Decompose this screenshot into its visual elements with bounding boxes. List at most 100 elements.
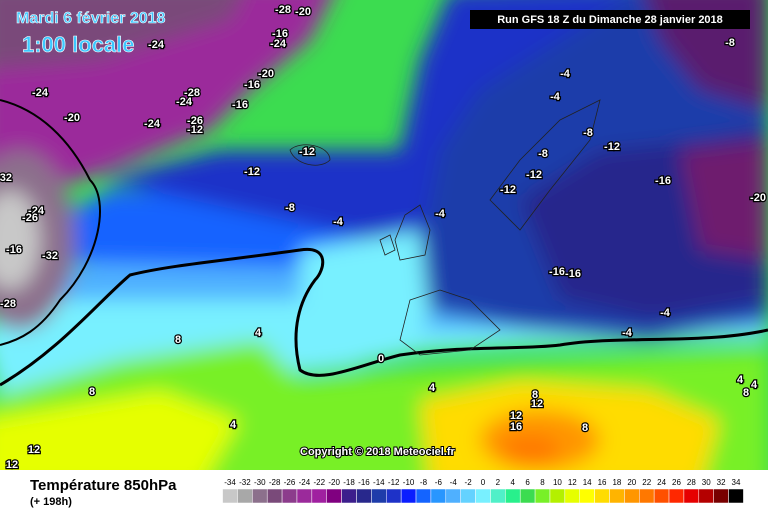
- colorbar-tick-label: -12: [388, 478, 400, 487]
- colorbar-tick-label: 4: [511, 478, 516, 487]
- colorbar-swatch: [266, 488, 283, 504]
- contour-label: -16: [549, 266, 565, 278]
- contour-label: -4: [550, 91, 561, 103]
- contour-label: -28: [0, 298, 16, 310]
- colorbar-swatch: [624, 488, 640, 504]
- contour-label: 4: [737, 374, 744, 386]
- colorbar-tick-label: -30: [254, 478, 266, 487]
- run-info: Run GFS 18 Z du Dimanche 28 janvier 2018: [497, 14, 723, 26]
- contour-label: -28: [184, 87, 200, 99]
- coastlines: [289, 99, 601, 356]
- contour-label: -20: [295, 6, 311, 18]
- contour-label: -4: [560, 68, 571, 80]
- colorbar-tick-label: -22: [314, 478, 326, 487]
- colorbar-tick-label: 26: [672, 478, 681, 487]
- contour-label: 8: [582, 422, 588, 434]
- contour-label: 4: [751, 379, 758, 391]
- contour-label: -8: [583, 127, 593, 139]
- colorbar-swatch: [222, 488, 238, 504]
- colorbar-tick-label: -34: [224, 478, 236, 487]
- colorbar-tick-label: 14: [583, 478, 592, 487]
- colorbar-tick-label: 20: [627, 478, 636, 487]
- contour-label: -32: [0, 172, 12, 184]
- colorbar-swatch: [534, 488, 551, 504]
- contour-label: -16: [272, 28, 288, 40]
- colorbar-swatch: [579, 488, 595, 504]
- contour-label: -12: [299, 146, 315, 158]
- contour-label: -24: [176, 96, 193, 108]
- colorbar-swatch: [252, 488, 268, 504]
- colorbar-swatch: [326, 488, 342, 504]
- colorbar-tick-label: -16: [358, 478, 370, 487]
- colorbar-tick-label: -18: [343, 478, 355, 487]
- colorbar-swatch: [386, 488, 402, 504]
- contour-label: 12: [510, 410, 522, 422]
- colorbar-tick-label: -6: [435, 478, 443, 487]
- colorbar-tick-label: -14: [373, 478, 385, 487]
- colorbar-swatch: [356, 488, 372, 504]
- contour-label: -20: [64, 112, 80, 124]
- colorbar-swatch: [549, 488, 566, 504]
- colorbar-tick-label: 18: [612, 478, 621, 487]
- colorbar-tick-label: -28: [269, 478, 281, 487]
- contour-label: -24: [32, 87, 49, 99]
- contour-label: 4: [429, 382, 436, 394]
- colorbar-tick-label: 22: [642, 478, 651, 487]
- colorbar-swatch: [698, 488, 714, 504]
- colorbar-swatch: [415, 488, 432, 504]
- contour-label: -4: [660, 307, 671, 319]
- zero-contour: [0, 247, 768, 387]
- colorbar-tick-label: 8: [540, 478, 545, 487]
- colorbar-tick-label: 2: [496, 478, 501, 487]
- colorbar-swatch: [237, 488, 253, 504]
- colorbar-tick-label: -4: [450, 478, 458, 487]
- contour-label: -28: [275, 4, 291, 16]
- colorbar-swatch: [490, 488, 506, 504]
- contour-label: 8: [532, 389, 538, 401]
- colorbar-tick-label: -20: [328, 478, 340, 487]
- colorbar-tick-label: 34: [732, 478, 741, 487]
- colorbar-swatch: [281, 488, 298, 504]
- colorbar-swatch: [400, 488, 417, 504]
- contour-label: -4: [435, 208, 446, 220]
- contour: [0, 99, 101, 346]
- colorbar-swatch: [683, 488, 700, 504]
- colorbar-swatch: [341, 488, 357, 504]
- contour-label: -12: [526, 169, 542, 181]
- contour-label: -16: [232, 99, 248, 111]
- colorbar-swatch: [728, 488, 744, 504]
- contour-label: -32: [42, 250, 58, 262]
- colorbar-tick-label: -32: [239, 478, 251, 487]
- colorbar-tick-label: 16: [598, 478, 607, 487]
- colorbar-tick-label: 32: [717, 478, 726, 487]
- contour-label: -20: [258, 68, 274, 80]
- colorbar-swatch: [505, 488, 521, 504]
- map-field: [0, 0, 768, 470]
- local-time: 1:00 locale: [22, 32, 135, 57]
- colorbar-swatch: [564, 488, 580, 504]
- colorbar-swatch: [371, 488, 387, 504]
- contour-label: 8: [175, 334, 181, 346]
- contour-label: 0: [378, 353, 384, 365]
- colorbar-swatch: [519, 488, 536, 504]
- contour-label: -8: [285, 202, 295, 214]
- contour-label: 4: [230, 419, 237, 431]
- contour-label: 12: [6, 459, 18, 471]
- colorbar-swatch: [609, 488, 625, 504]
- colorbar-tick-label: 24: [657, 478, 666, 487]
- colorbar-swatch: [430, 488, 447, 504]
- contour-label: -12: [187, 124, 203, 136]
- colorbar-swatch: [594, 488, 610, 504]
- map-date: Mardi 6 février 2018: [16, 10, 166, 27]
- colorbar-tick-label: 28: [687, 478, 696, 487]
- colorbar-swatch: [460, 488, 476, 504]
- contour-label: 12: [531, 398, 543, 410]
- contour-label: 8: [89, 386, 95, 398]
- contour-label: -8: [725, 37, 735, 49]
- colorbar-tick-label: -26: [284, 478, 296, 487]
- contour-labels: -24-28 -20-16-24-24-20-28-24 -16-16-20-24-…: [0, 3, 767, 473]
- colorbar-swatch: [653, 488, 670, 504]
- colorbar-tick-label: 0: [481, 478, 486, 487]
- contour-label: -16: [244, 79, 260, 91]
